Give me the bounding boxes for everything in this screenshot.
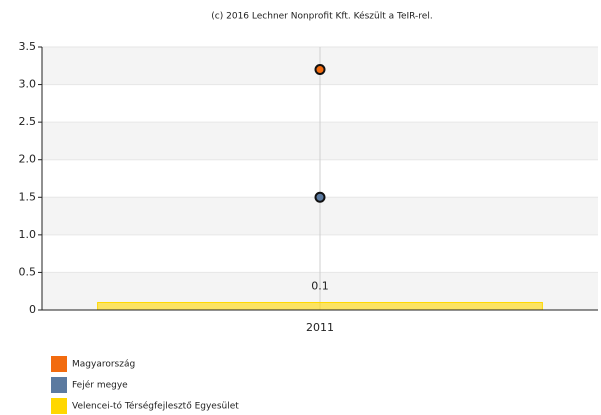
point: [314, 191, 326, 203]
legend-swatch: [51, 398, 67, 414]
legend-label: Magyarország: [72, 360, 135, 370]
data-label: 0.1: [311, 279, 329, 292]
legend-label: Velencei-tó Térségfejlesztő Egyesület: [72, 401, 239, 412]
x-tick-label: 2011: [306, 321, 334, 334]
y-tick-label: 1.0: [19, 228, 37, 241]
legend-swatch: [51, 356, 67, 372]
chart-title: (c) 2016 Lechner Nonprofit Kft. Készült …: [211, 11, 432, 22]
point: [314, 64, 326, 76]
legend-swatch: [51, 377, 67, 393]
y-tick-label: 1.5: [19, 190, 37, 203]
y-tick-label: 0: [29, 303, 36, 316]
y-tick-label: 3.5: [19, 40, 37, 53]
legend-label: Fejér megye: [72, 380, 128, 391]
y-tick-label: 3.0: [19, 78, 37, 91]
y-tick-label: 0.5: [19, 265, 37, 278]
bar: [97, 301, 543, 311]
y-tick-label: 2.5: [19, 115, 37, 128]
y-tick-label: 2.0: [19, 153, 37, 166]
